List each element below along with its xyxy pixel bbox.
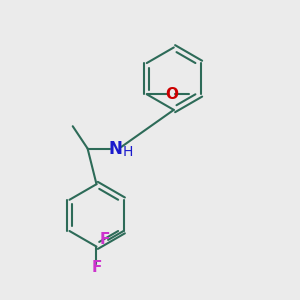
Text: F: F xyxy=(91,260,102,275)
Text: O: O xyxy=(165,87,178,102)
Text: F: F xyxy=(99,232,110,247)
Text: H: H xyxy=(123,145,134,159)
Text: N: N xyxy=(109,140,123,158)
